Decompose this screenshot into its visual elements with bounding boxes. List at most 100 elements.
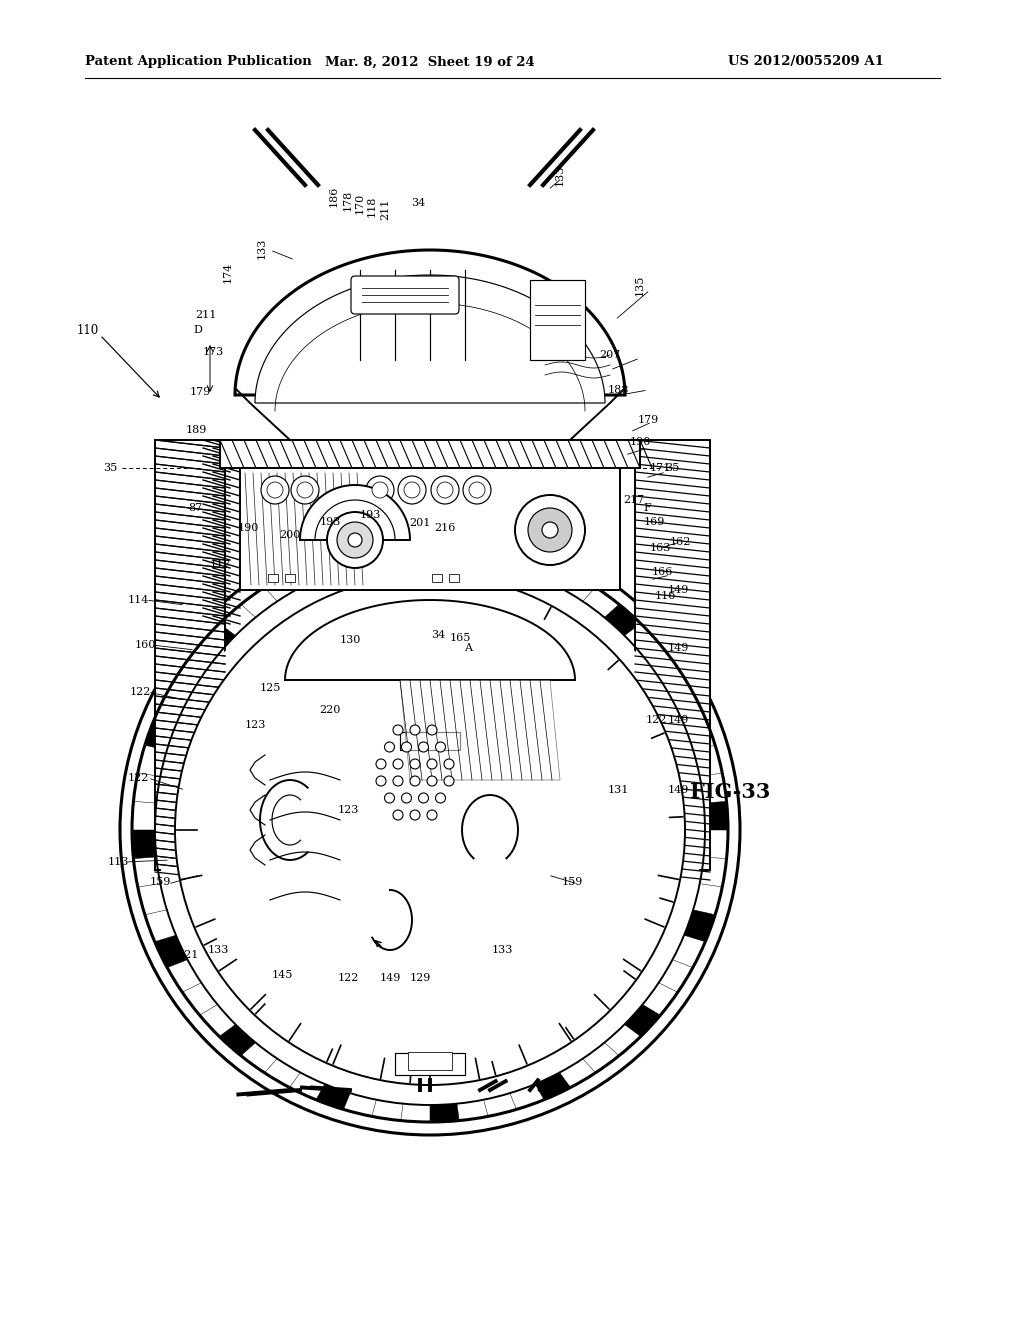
Polygon shape — [155, 440, 225, 870]
Text: D: D — [194, 325, 203, 335]
Circle shape — [384, 793, 394, 803]
Text: 113: 113 — [108, 857, 129, 867]
Circle shape — [435, 793, 445, 803]
Text: 171: 171 — [649, 463, 671, 473]
Text: 149: 149 — [668, 715, 689, 725]
Text: 121: 121 — [177, 950, 199, 960]
Circle shape — [401, 742, 412, 752]
Polygon shape — [182, 983, 217, 1015]
Text: 186: 186 — [329, 185, 339, 207]
Text: 118: 118 — [367, 195, 377, 216]
Polygon shape — [290, 560, 325, 587]
Polygon shape — [372, 1100, 403, 1121]
Circle shape — [393, 725, 403, 735]
Polygon shape — [604, 605, 641, 635]
Ellipse shape — [158, 558, 702, 1102]
Text: 122: 122 — [337, 973, 358, 983]
Polygon shape — [343, 544, 377, 566]
Text: 174: 174 — [223, 261, 233, 282]
Ellipse shape — [175, 576, 685, 1085]
Text: 160: 160 — [134, 640, 156, 649]
Circle shape — [419, 793, 428, 803]
Polygon shape — [400, 539, 430, 556]
Polygon shape — [132, 830, 157, 858]
Circle shape — [437, 482, 453, 498]
Circle shape — [469, 482, 485, 498]
Circle shape — [261, 477, 289, 504]
Polygon shape — [693, 746, 722, 776]
Text: 166: 166 — [651, 568, 673, 577]
Polygon shape — [510, 550, 544, 576]
Bar — [449, 574, 459, 582]
Text: 131: 131 — [607, 785, 629, 795]
Text: US 2012/0055209 A1: US 2012/0055209 A1 — [728, 55, 884, 69]
Polygon shape — [536, 1073, 570, 1100]
Text: 162: 162 — [670, 537, 690, 546]
Polygon shape — [673, 693, 706, 725]
Circle shape — [404, 482, 420, 498]
Text: 122: 122 — [127, 774, 148, 783]
FancyBboxPatch shape — [351, 276, 459, 314]
Circle shape — [444, 776, 454, 785]
Circle shape — [435, 742, 445, 752]
Bar — [285, 574, 295, 582]
Text: 87: 87 — [188, 503, 202, 513]
Text: A: A — [464, 643, 472, 653]
Polygon shape — [643, 644, 678, 677]
Text: Mar. 8, 2012  Sheet 19 of 24: Mar. 8, 2012 Sheet 19 of 24 — [326, 55, 535, 69]
Text: 133: 133 — [257, 238, 267, 259]
Bar — [432, 574, 442, 582]
Polygon shape — [430, 1104, 459, 1122]
Text: 211: 211 — [380, 198, 390, 219]
Circle shape — [427, 759, 437, 770]
Text: 123: 123 — [245, 719, 265, 730]
Circle shape — [515, 495, 585, 565]
Circle shape — [376, 759, 386, 770]
Text: 130: 130 — [339, 635, 360, 645]
Polygon shape — [583, 1043, 620, 1073]
Text: 163: 163 — [649, 543, 671, 553]
Text: 190: 190 — [238, 523, 259, 533]
Bar — [408, 1052, 452, 1071]
Text: 201: 201 — [410, 517, 431, 528]
Text: 193: 193 — [319, 517, 341, 527]
Text: 125: 125 — [259, 682, 281, 693]
Text: Patent Application Publication: Patent Application Publication — [85, 55, 311, 69]
Circle shape — [419, 742, 428, 752]
Text: 35: 35 — [665, 463, 679, 473]
Polygon shape — [167, 668, 202, 701]
Polygon shape — [658, 960, 693, 993]
Text: 189: 189 — [185, 425, 207, 436]
Text: 200: 200 — [280, 531, 301, 540]
Circle shape — [427, 725, 437, 735]
Polygon shape — [144, 718, 176, 750]
Text: 123: 123 — [337, 805, 358, 814]
Text: 217: 217 — [624, 495, 645, 506]
Text: 110: 110 — [77, 323, 99, 337]
Text: 122: 122 — [645, 715, 667, 725]
Polygon shape — [255, 275, 605, 403]
Text: 179: 179 — [637, 414, 658, 425]
Circle shape — [542, 521, 558, 539]
Text: 145: 145 — [271, 970, 293, 979]
Circle shape — [267, 482, 283, 498]
Circle shape — [348, 533, 362, 546]
Circle shape — [463, 477, 490, 504]
Text: 149: 149 — [668, 785, 689, 795]
Text: 35: 35 — [102, 463, 117, 473]
Polygon shape — [699, 857, 727, 887]
Polygon shape — [234, 249, 625, 395]
Circle shape — [444, 759, 454, 770]
Bar — [400, 733, 460, 750]
Circle shape — [372, 482, 388, 498]
Ellipse shape — [120, 525, 740, 1135]
Text: 135: 135 — [635, 275, 645, 296]
Text: 149: 149 — [668, 643, 689, 653]
Circle shape — [410, 725, 420, 735]
Text: 129: 129 — [410, 973, 431, 983]
Polygon shape — [560, 573, 596, 602]
Polygon shape — [137, 883, 167, 915]
Text: F: F — [643, 503, 651, 513]
Polygon shape — [483, 1093, 516, 1117]
Circle shape — [393, 810, 403, 820]
